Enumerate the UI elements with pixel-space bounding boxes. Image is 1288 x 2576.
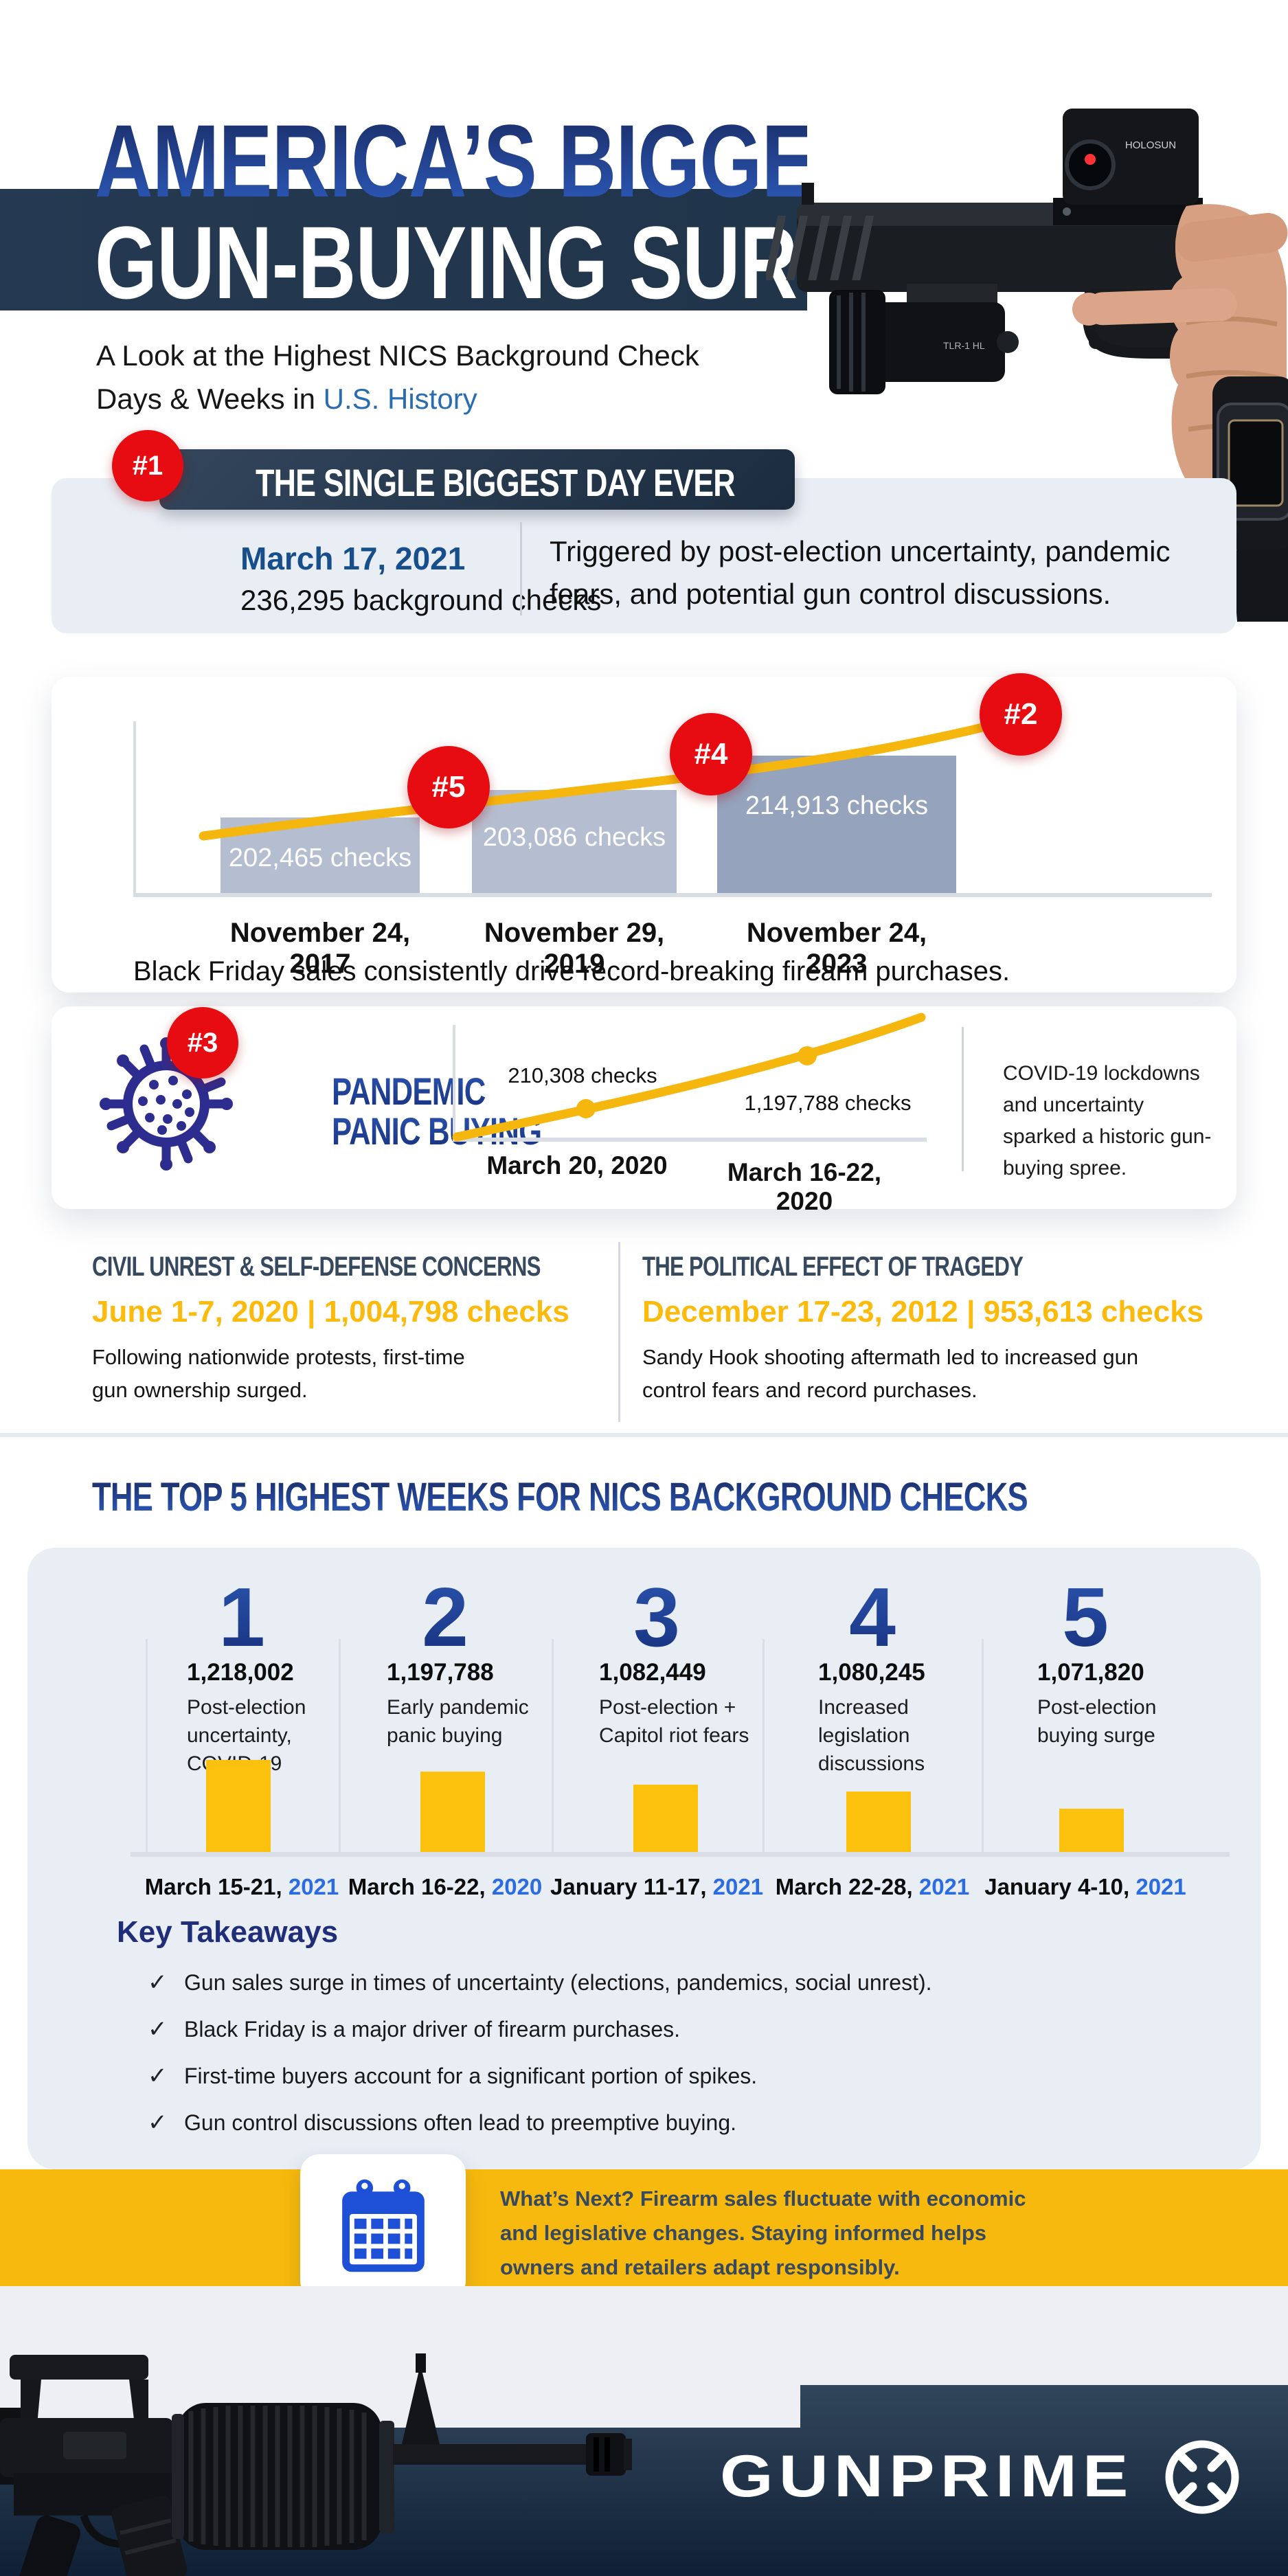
subtitle-line1: A Look at the Highest NICS Background Ch… bbox=[96, 339, 699, 372]
rank-badge-2: #2 bbox=[980, 673, 1062, 756]
brand-logo-text: GUNPRIME bbox=[720, 2443, 1134, 2509]
check-icon: ✓ bbox=[148, 1969, 168, 1996]
takeaway-item-2: Black Friday is a major driver of firear… bbox=[184, 2017, 680, 2042]
rank-badge-1: #1 bbox=[112, 430, 183, 501]
top5-divider-2 bbox=[339, 1639, 341, 1853]
whats-next-banner bbox=[0, 2169, 1288, 2286]
bf-date-2017: November 24, 2017 bbox=[229, 918, 411, 979]
bottom-gray-strip bbox=[0, 2286, 1288, 2385]
subtitle-line2: Days & Weeks in U.S. History bbox=[96, 383, 477, 415]
pandemic-y-axis bbox=[453, 1025, 455, 1140]
top5-title: THE TOP 5 HIGHEST WEEKS FOR NICS BACKGRO… bbox=[92, 1475, 1028, 1519]
key-takeaways-title: Key Takeaways bbox=[117, 1915, 339, 1949]
light-brand-label: TLR-1 HL bbox=[943, 340, 985, 351]
sbd-divider bbox=[520, 522, 522, 615]
events-divider bbox=[618, 1242, 620, 1422]
top5-date-3: January 11-17, 2021 bbox=[550, 1874, 764, 1899]
top5-value-3: 1,082,449 bbox=[599, 1659, 706, 1686]
pandemic-point1-value: 210,308 checks bbox=[508, 1063, 657, 1087]
whats-next-text: What’s Next? Firearm sales fluctuate wit… bbox=[500, 2187, 1026, 2279]
sbd-date: March 17, 2021 bbox=[240, 541, 466, 576]
top5-label-5: Post-election buying surge bbox=[1037, 1696, 1157, 1747]
top5-label-4: Increased legislation discussions bbox=[818, 1696, 925, 1775]
single-biggest-day-banner-label: THE SINGLE BIGGEST DAY EVER bbox=[256, 461, 736, 504]
rank-badge-4: #4 bbox=[670, 713, 752, 795]
calendar-icon bbox=[342, 2179, 425, 2272]
rank-badge-3: #3 bbox=[167, 1007, 238, 1078]
check-icon: ✓ bbox=[148, 2016, 168, 2042]
pandemic-line-chart bbox=[452, 1013, 926, 1142]
top5-label-1: Post-election uncertainty, COVID-19 bbox=[187, 1696, 306, 1775]
optic-brand-label: HOLOSUN bbox=[1125, 139, 1176, 151]
top5-value-2: 1,197,788 bbox=[387, 1659, 494, 1686]
takeaway-item-3: First-time buyers account for a signific… bbox=[184, 2064, 758, 2088]
pandemic-point2-value: 1,197,788 checks bbox=[744, 1091, 912, 1115]
bf-date-2019: November 29, 2019 bbox=[484, 918, 665, 979]
top5-divider-1 bbox=[146, 1639, 148, 1853]
top5-label-3: Post-election + Capitol riot fears bbox=[599, 1696, 749, 1747]
top5-rank-2: 2 bbox=[363, 1569, 528, 1665]
page-title-line1: AMERICA’S BIGGEST bbox=[95, 102, 917, 221]
top5-rank-4: 4 bbox=[790, 1569, 955, 1665]
top5-date-4: March 22-28, 2021 bbox=[775, 1874, 970, 1899]
top5-rank-5: 5 bbox=[1003, 1569, 1168, 1665]
pandemic-title-line2: PANIC BUYING bbox=[332, 1109, 542, 1153]
top5-divider-5 bbox=[982, 1639, 984, 1853]
top5-divider-4 bbox=[762, 1639, 765, 1853]
events-bottom-rule bbox=[0, 1433, 1288, 1437]
top5-value-5: 1,071,820 bbox=[1037, 1659, 1144, 1686]
event-right-description: Sandy Hook shooting aftermath led to inc… bbox=[642, 1345, 1139, 1402]
bf-bar-label-2017: 202,465 checks bbox=[228, 844, 412, 872]
pandemic-point2-date: March 16-22, 2020 bbox=[727, 1158, 882, 1215]
sbd-stat: 236,295 background checks bbox=[240, 584, 602, 616]
event-left-title: CIVIL UNREST & SELF-DEFENSE CONCERNS bbox=[92, 1252, 541, 1282]
pandemic-divider bbox=[962, 1027, 964, 1171]
bf-date-2023: November 24, 2023 bbox=[746, 918, 927, 979]
subtitle: A Look at the Highest NICS Background Ch… bbox=[96, 334, 699, 420]
bf-y-axis bbox=[133, 721, 136, 896]
top5-value-4: 1,080,245 bbox=[818, 1659, 925, 1686]
pandemic-card bbox=[52, 1006, 1236, 1209]
bf-baseline bbox=[133, 893, 1212, 897]
takeaway-item-1: Gun sales surge in times of uncertainty … bbox=[184, 1970, 932, 1995]
top5-baseline bbox=[131, 1852, 1230, 1857]
single-biggest-day-banner bbox=[159, 449, 795, 510]
top5-card bbox=[27, 1548, 1261, 2169]
top5-date-2: March 16-22, 2020 bbox=[348, 1874, 543, 1899]
top5-divider-3 bbox=[552, 1639, 554, 1853]
top5-rank-1: 1 bbox=[159, 1569, 324, 1665]
top5-label-2: Early pandemic panic buying bbox=[387, 1696, 529, 1747]
top5-value-1: 1,218,002 bbox=[187, 1659, 294, 1686]
pandemic-title-line1: PANDEMIC bbox=[332, 1070, 486, 1113]
pandemic-description: COVID-19 lockdowns and uncertainty spark… bbox=[1003, 1062, 1212, 1179]
pandemic-point1-date: March 20, 2020 bbox=[486, 1151, 668, 1179]
takeaway-item-4: Gun control discussions often lead to pr… bbox=[184, 2110, 737, 2135]
bf-bar-label-2023: 214,913 checks bbox=[745, 791, 929, 820]
sbd-description: Triggered by post-election uncertainty, … bbox=[550, 535, 1171, 610]
subtitle-highlight: U.S. History bbox=[323, 383, 477, 415]
pandemic-baseline bbox=[453, 1138, 927, 1142]
rank-badge-5: #5 bbox=[407, 746, 490, 828]
bf-caption: Black Friday sales consistently drive re… bbox=[133, 956, 1010, 986]
top5-rank-3: 3 bbox=[574, 1569, 739, 1665]
event-left-stat: June 1-7, 2020 | 1,004,798 checks bbox=[92, 1295, 569, 1329]
check-icon: ✓ bbox=[148, 2063, 168, 2089]
crosshair-x-icon bbox=[1165, 2440, 1239, 2514]
check-icon: ✓ bbox=[148, 2110, 168, 2136]
bf-bar-label-2019: 203,086 checks bbox=[482, 823, 666, 852]
rifle-photo bbox=[0, 2353, 632, 2576]
event-right-title: THE POLITICAL EFFECT OF TRAGEDY bbox=[642, 1252, 1024, 1282]
event-left-description: Following nationwide protests, first-tim… bbox=[92, 1345, 465, 1402]
top5-date-1: March 15-21, 2021 bbox=[144, 1874, 339, 1899]
top5-date-5: January 4-10, 2021 bbox=[984, 1874, 1186, 1899]
event-right-stat: December 17-23, 2012 | 953,613 checks bbox=[642, 1295, 1204, 1329]
